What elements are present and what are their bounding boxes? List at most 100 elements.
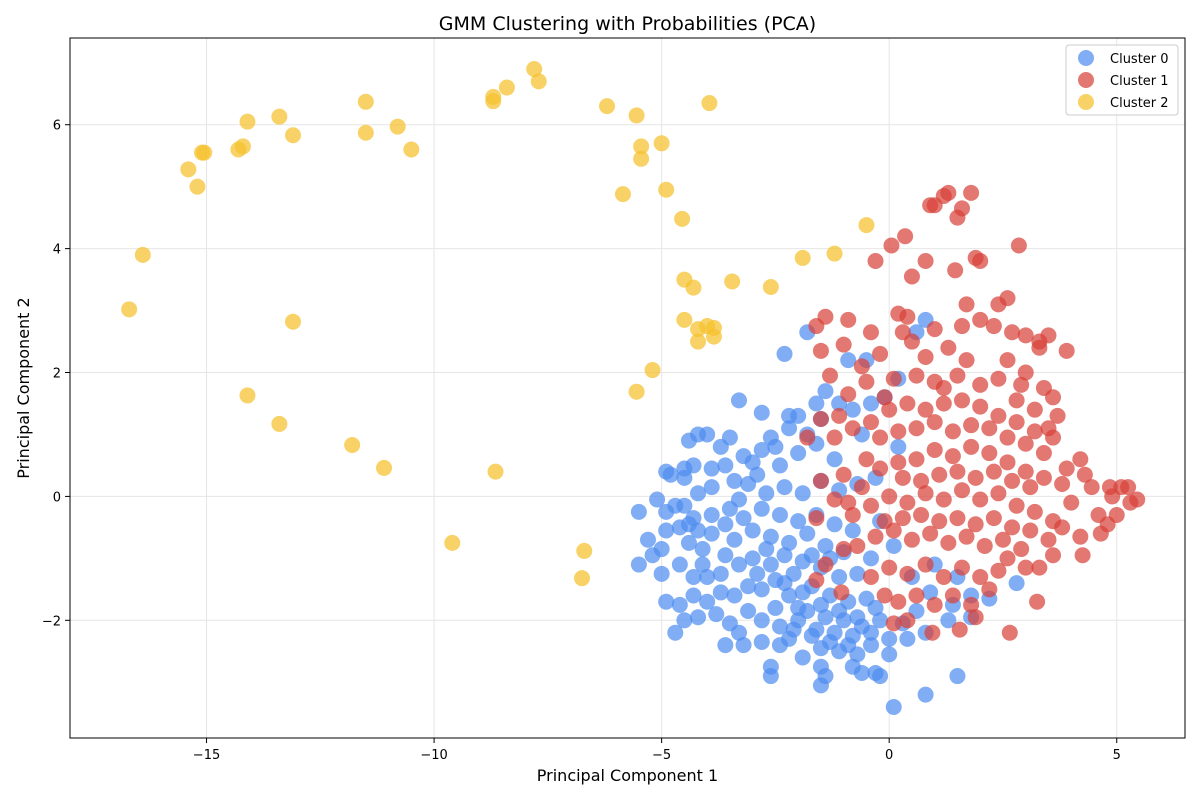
data-point (862, 497, 879, 514)
data-point (903, 531, 920, 548)
data-point (897, 228, 914, 245)
data-point (812, 596, 829, 613)
data-point (781, 407, 798, 424)
data-point (196, 144, 213, 161)
data-point (653, 565, 670, 582)
data-point (849, 537, 866, 554)
data-point (776, 547, 793, 564)
data-point (990, 370, 1007, 387)
legend-marker (1078, 50, 1094, 66)
data-point (899, 395, 916, 412)
data-point (835, 466, 852, 483)
data-point (674, 210, 691, 227)
data-point (776, 479, 793, 496)
data-point (1029, 593, 1046, 610)
data-point (1083, 479, 1100, 496)
data-point (812, 410, 829, 427)
x-tick-label: 5 (1113, 748, 1121, 763)
legend-marker (1078, 72, 1094, 88)
data-point (817, 537, 834, 554)
data-point (658, 522, 675, 539)
x-tick-label: −5 (652, 748, 671, 763)
data-point (826, 516, 843, 533)
chart-title: GMM Clustering with Probabilities (PCA) (439, 13, 816, 35)
legend-label: Cluster 1 (1110, 74, 1169, 89)
data-point (799, 525, 816, 542)
data-point (999, 454, 1016, 471)
data-point (853, 479, 870, 496)
data-point (963, 184, 980, 201)
data-point (781, 630, 798, 647)
data-point (731, 624, 747, 641)
data-point (862, 624, 879, 641)
data-point (867, 253, 884, 270)
data-point (944, 587, 961, 604)
data-point (1017, 435, 1034, 452)
data-point (853, 358, 870, 375)
data-point (1072, 528, 1089, 545)
data-point (703, 525, 720, 542)
data-point (808, 510, 825, 527)
data-point (890, 454, 907, 471)
data-point (808, 572, 825, 589)
data-point (1074, 547, 1091, 564)
data-point (985, 463, 1002, 480)
data-point (671, 596, 688, 613)
data-point (872, 429, 889, 446)
data-point (685, 457, 702, 474)
data-point (794, 649, 811, 666)
data-point (954, 392, 970, 409)
series-1 (799, 184, 1146, 641)
data-point (1004, 519, 1021, 536)
data-point (926, 596, 943, 613)
data-point (703, 506, 720, 523)
data-point (1004, 324, 1021, 341)
legend-box (1065, 44, 1179, 116)
data-point (913, 506, 930, 523)
data-point (724, 273, 741, 290)
data-point (1058, 460, 1075, 477)
data-point (935, 568, 952, 585)
data-point (924, 624, 941, 641)
data-point (894, 469, 911, 486)
data-point (771, 618, 788, 635)
y-tick-label: 0 (53, 490, 61, 505)
data-point (1008, 392, 1025, 409)
data-point (767, 599, 784, 616)
data-point (949, 367, 966, 384)
data-point (344, 436, 361, 453)
data-point (849, 565, 866, 582)
data-point (876, 587, 893, 604)
data-point (781, 420, 798, 437)
data-point (1076, 466, 1093, 483)
data-point (658, 593, 675, 610)
data-point (862, 324, 879, 341)
data-point (890, 423, 907, 440)
data-point (1045, 547, 1062, 564)
data-point (1008, 414, 1025, 431)
data-point (954, 200, 970, 217)
data-point (690, 485, 707, 502)
data-point (822, 367, 839, 384)
data-point (844, 420, 861, 437)
data-point (1058, 342, 1075, 359)
data-point (599, 98, 616, 115)
data-point (831, 643, 848, 660)
data-point (762, 556, 779, 573)
data-points (121, 60, 1146, 716)
data-point (771, 457, 788, 474)
data-point (890, 305, 907, 322)
data-point (731, 556, 747, 573)
data-point (639, 531, 656, 548)
data-point (808, 318, 825, 335)
data-point (835, 336, 852, 353)
data-point (753, 500, 770, 517)
data-point (712, 565, 729, 582)
data-point (357, 93, 374, 110)
data-point (667, 624, 684, 641)
data-point (1040, 531, 1057, 548)
data-point (963, 417, 980, 434)
data-point (753, 441, 770, 458)
